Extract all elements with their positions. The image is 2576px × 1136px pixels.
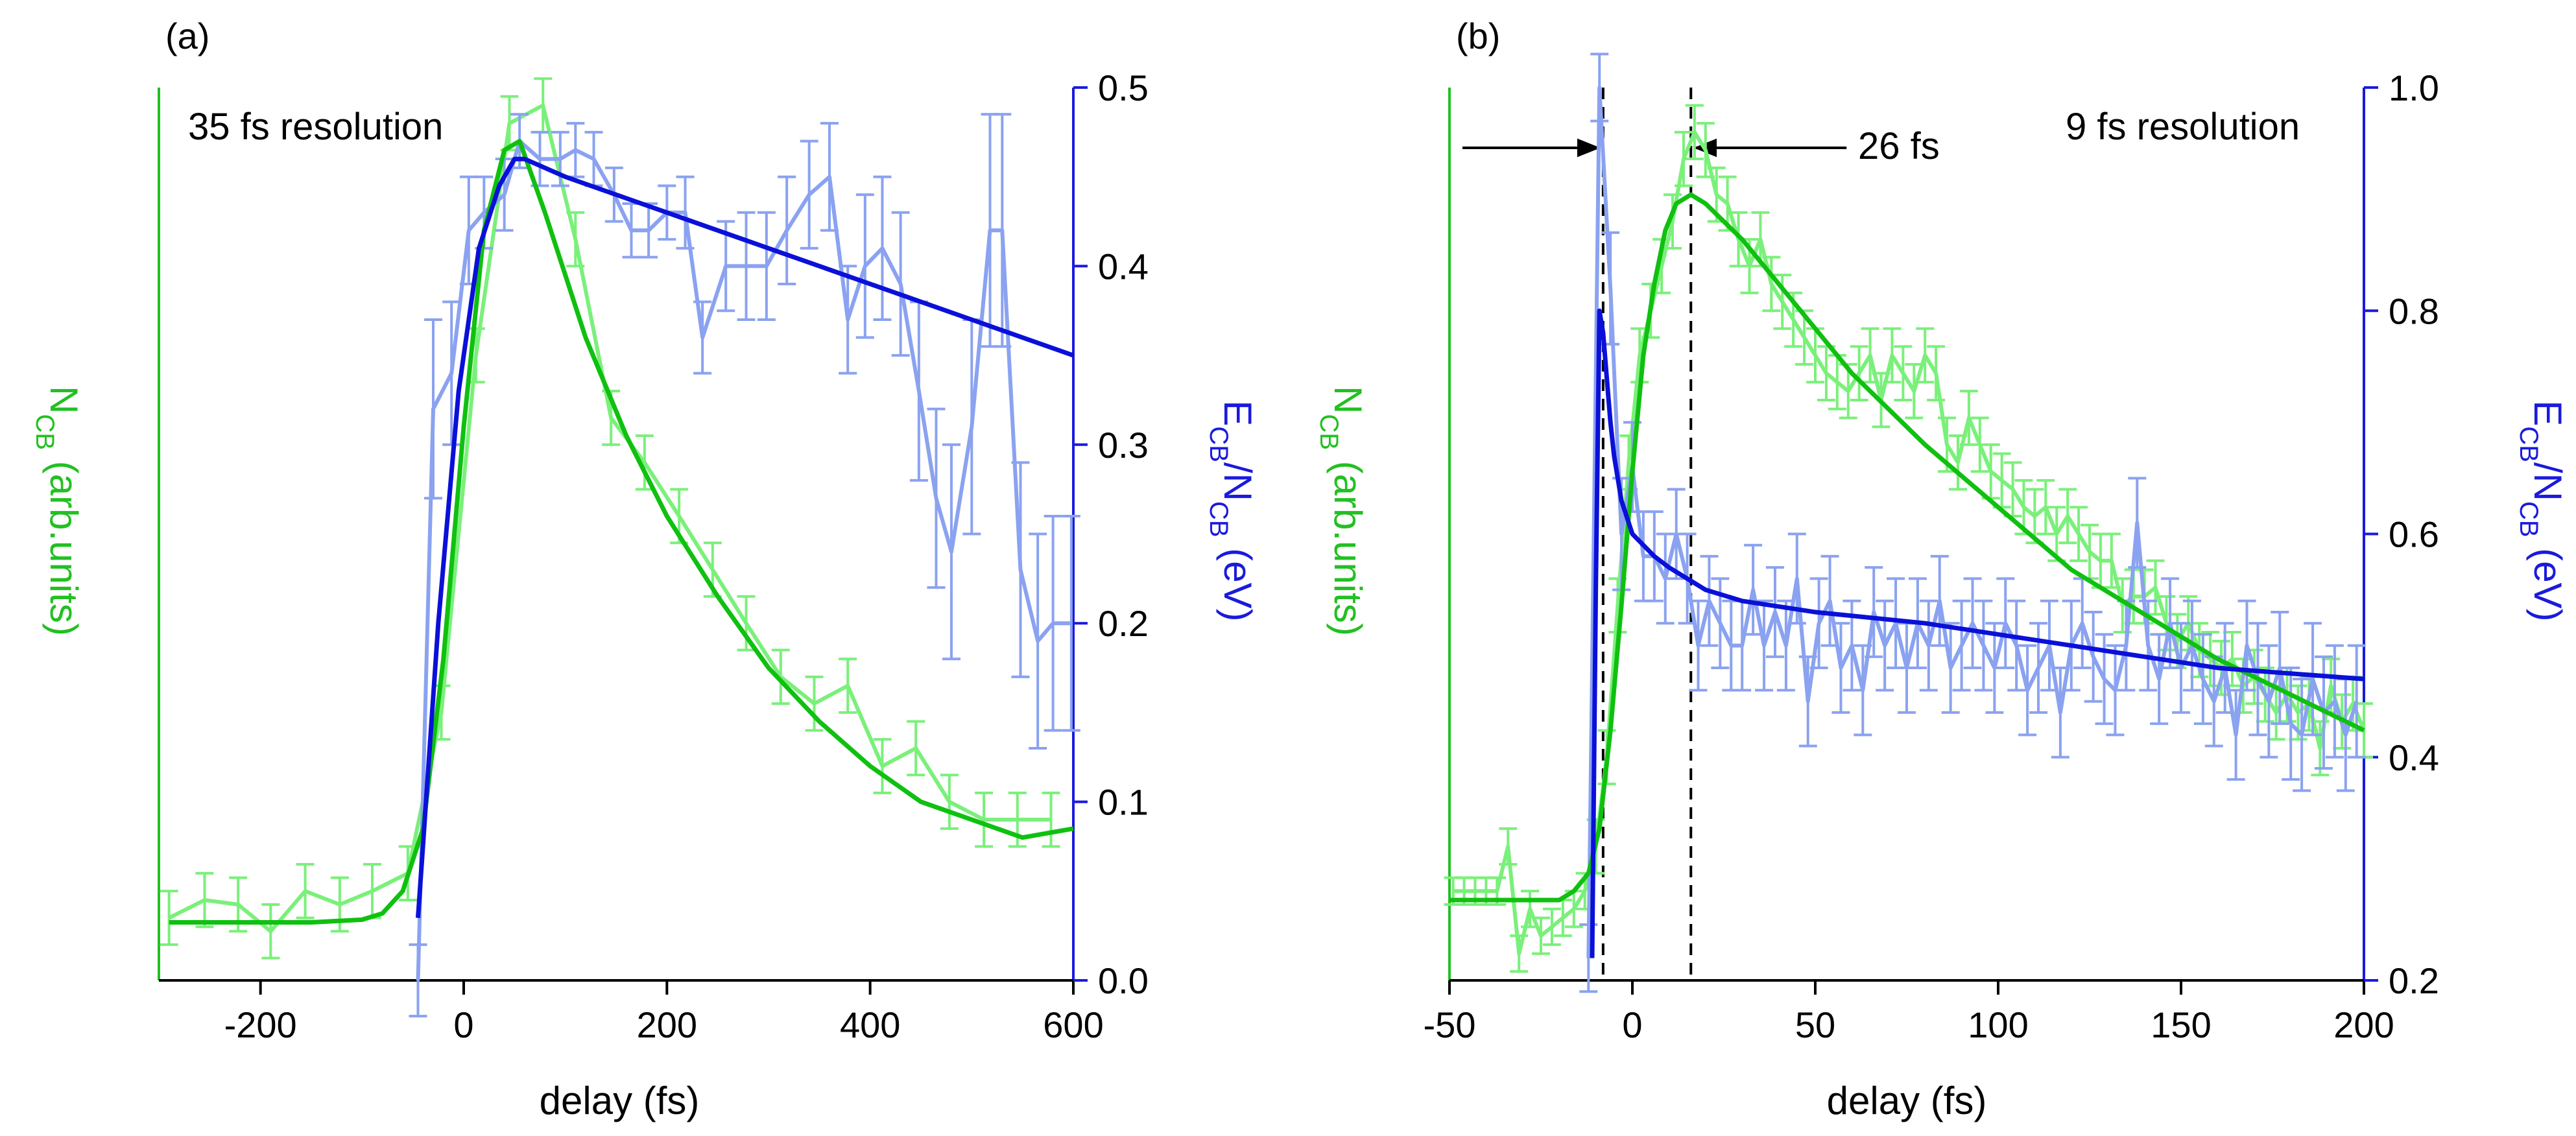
ecb-data-line [1586,86,2359,958]
y-right-title-a: ECB/NCB (eV) [1204,400,1259,621]
x-tick-label: 600 [1043,1004,1103,1045]
y-left-title-b: NCB (arb.units) [1315,386,1370,636]
x-tick-label: 0 [453,1004,473,1045]
y-right-title-b: ECB/NCB (eV) [2514,400,2570,621]
panel-b: (b) 9 fs resolution 26 fs delay (fs) NCB… [1315,16,2570,1122]
y-right-tick-label: 0.2 [2389,960,2439,1001]
y-left-title-a: NCB (arb.units) [30,386,86,636]
x-tick-label: 200 [637,1004,697,1045]
y-right-tick-label: 0.3 [1098,425,1149,466]
y-right-tick-label: 0.8 [2389,290,2439,331]
y-right-title-a-sub1: CB [1204,426,1233,462]
x-tick-label: -200 [224,1004,297,1045]
x-axis-title-a: delay (fs) [540,1079,700,1122]
ecb-data-line [416,139,1071,981]
y-right-tick-label: 0.4 [2389,737,2439,778]
resolution-annotation-a: 35 fs resolution [188,106,443,148]
x-tick-label: -50 [1424,1004,1476,1045]
y-right-title-b-main: E [2526,400,2570,426]
y-left-title-a-rest: (arb.units) [42,450,86,636]
x-axis-title-b: delay (fs) [1827,1079,1987,1122]
x-tick-label: 200 [2333,1004,2394,1045]
y-right-title-a-main: E [1216,400,1259,426]
y-right-title-a-mid: /N [1216,462,1259,501]
y-right-tick-label: 0.5 [1098,67,1149,108]
panel-label-a: (a) [165,16,209,56]
x-tick-label: 400 [840,1004,900,1045]
ncb-fit-line [169,139,1074,925]
y-right-tick-label: 1.0 [2389,67,2439,108]
y-right-tick-label: 0.6 [2389,514,2439,555]
ecb-fit-line [1590,308,2365,958]
y-right-title-b-rest: (eV) [2526,538,2570,622]
y-right-title-a-sub2: CB [1204,501,1233,538]
y-right-tick-label: 0.0 [1098,960,1149,1001]
panel-label-b: (b) [1456,16,1500,56]
y-left-title-b-main: N [1326,386,1370,414]
x-tick-label: 50 [1795,1004,1835,1045]
y-right-title-b-mid: /N [2526,462,2570,501]
y-right-title-b-sub1: CB [2514,426,2543,462]
x-tick-label: 100 [1968,1004,2028,1045]
x-tick-label: 150 [2151,1004,2211,1045]
resolution-annotation-b: 9 fs resolution [2066,106,2300,148]
x-tick-label: 0 [1622,1004,1642,1045]
y-left-title-a-main: N [42,386,86,414]
y-right-tick-label: 0.4 [1098,246,1149,287]
y-left-title-b-rest: (arb.units) [1326,450,1370,636]
y-left-title-a-sub: CB [30,414,59,451]
y-right-tick-label: 0.1 [1098,782,1149,823]
ncb-data-line [168,103,1051,934]
pulse-delay-label: 26 fs [1858,125,1940,167]
y-right-title-a-rest: (eV) [1216,538,1259,622]
ncb-fit-line [1449,192,2365,903]
panel-a: (a) 35 fs resolution delay (fs) NCB (arb… [30,16,1259,1122]
y-right-tick-label: 0.2 [1098,603,1149,644]
ecb-fit-line [416,156,1075,918]
y-right-title-b-sub2: CB [2514,501,2543,538]
y-left-title-b-sub: CB [1315,414,1343,451]
